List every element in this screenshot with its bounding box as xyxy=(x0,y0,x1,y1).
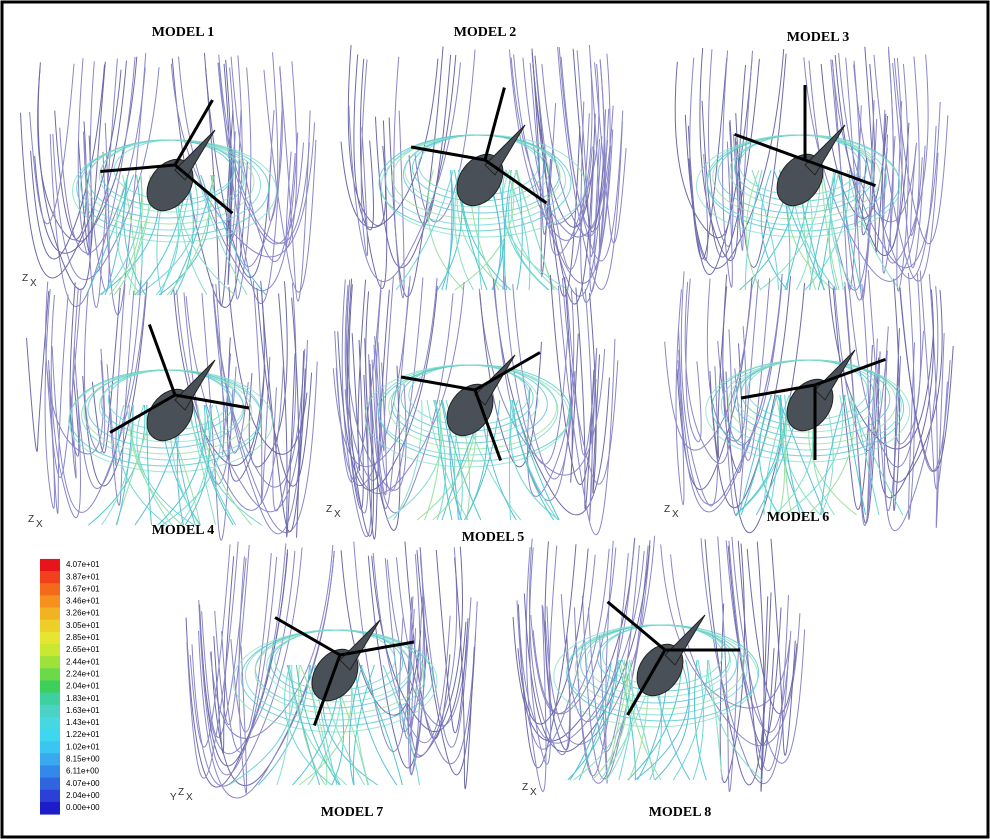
model-label: MODEL 3 xyxy=(787,30,850,45)
colorbar-swatch xyxy=(40,693,60,706)
colorbar-label: 1.02e+01 xyxy=(66,742,100,751)
colorbar-swatch xyxy=(40,656,60,669)
axis-triad-label: X xyxy=(36,519,43,530)
colorbar-swatch xyxy=(40,705,60,718)
model-label: MODEL 8 xyxy=(649,805,712,820)
colorbar-swatch xyxy=(40,802,60,815)
colorbar-label: 1.63e+01 xyxy=(66,706,100,715)
axis-triad-label: X xyxy=(186,792,193,803)
colorbar-swatch xyxy=(40,608,60,621)
model-label: MODEL 7 xyxy=(321,805,384,820)
axis-triad-label: Z xyxy=(326,504,332,515)
colorbar-label: 8.15e+00 xyxy=(66,755,100,764)
figure: MODEL 1ZXMODEL 2MODEL 3MODEL 4ZXMODEL 5Z… xyxy=(0,0,990,839)
colorbar-label: 2.65e+01 xyxy=(66,645,100,654)
colorbar-label: 3.67e+01 xyxy=(66,584,100,593)
colorbar-swatch xyxy=(40,668,60,681)
model-label: MODEL 1 xyxy=(152,25,215,40)
colorbar-label: 2.04e+00 xyxy=(66,791,100,800)
colorbar-swatch xyxy=(40,620,60,633)
colorbar-swatch xyxy=(40,778,60,791)
colorbar-label: 2.04e+01 xyxy=(66,682,100,691)
axis-triad-label: X xyxy=(334,509,341,520)
axis-triad-label: Z xyxy=(522,782,528,793)
axis-triad-label: X xyxy=(672,509,679,520)
axis-triad-label: Z xyxy=(664,504,670,515)
colorbar-label: 4.07e+01 xyxy=(66,560,100,569)
colorbar-swatch xyxy=(40,571,60,584)
colorbar-swatch xyxy=(40,583,60,596)
colorbar-swatch xyxy=(40,680,60,693)
axis-triad-label: X xyxy=(30,278,37,289)
colorbar-swatch xyxy=(40,559,60,572)
colorbar-swatch xyxy=(40,632,60,645)
model-label: MODEL 2 xyxy=(454,25,517,40)
colorbar-swatch xyxy=(40,790,60,803)
colorbar-label: 1.43e+01 xyxy=(66,718,100,727)
colorbar-label: 1.22e+01 xyxy=(66,730,100,739)
colorbar-swatch xyxy=(40,595,60,608)
axis-triad-label: X xyxy=(530,787,537,798)
colorbar-label: 2.85e+01 xyxy=(66,633,100,642)
model-label: MODEL 6 xyxy=(767,510,830,525)
colorbar-label: 3.26e+01 xyxy=(66,609,100,618)
colorbar-label: 3.46e+01 xyxy=(66,597,100,606)
colorbar-swatch xyxy=(40,765,60,778)
axis-triad-label: Z xyxy=(28,514,34,525)
colorbar-label: 1.83e+01 xyxy=(66,694,100,703)
colorbar-label: 3.05e+01 xyxy=(66,621,100,630)
axis-triad-label: Y xyxy=(170,792,177,803)
colorbar-swatch xyxy=(40,753,60,766)
axis-triad-label: Z xyxy=(22,273,28,284)
colorbar-label: 2.24e+01 xyxy=(66,669,100,678)
colorbar-swatch xyxy=(40,729,60,742)
axis-triad-label: Z xyxy=(178,787,184,798)
colorbar-label: 4.07e+00 xyxy=(66,779,100,788)
colorbar-label: 2.44e+01 xyxy=(66,657,100,666)
colorbar-swatch xyxy=(40,717,60,730)
colorbar-swatch xyxy=(40,644,60,657)
colorbar-swatch xyxy=(40,741,60,754)
model-label: MODEL 4 xyxy=(152,523,215,538)
model-label: MODEL 5 xyxy=(462,530,525,545)
colorbar-label: 6.11e+00 xyxy=(66,767,100,776)
colorbar-label: 0.00e+00 xyxy=(66,803,100,812)
colorbar-label: 3.87e+01 xyxy=(66,572,100,581)
